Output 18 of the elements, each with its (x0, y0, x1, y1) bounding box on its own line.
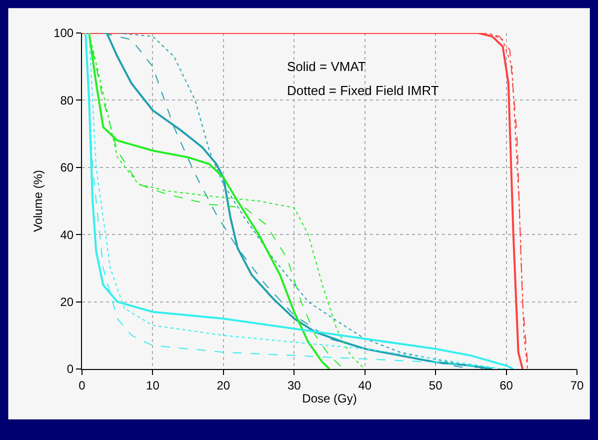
annotation: Solid = VMAT (287, 59, 366, 74)
x-tick-label: 30 (287, 378, 302, 392)
x-tick-label: 70 (570, 378, 584, 392)
x-tick-label: 60 (500, 378, 514, 392)
x-tick-label: 20 (216, 378, 230, 392)
y-tick-label: 0 (66, 362, 74, 376)
y-tick-label: 80 (60, 93, 74, 108)
x-tick-label: 10 (146, 378, 160, 392)
x-tick-label: 0 (78, 378, 86, 392)
x-axis-title: Dose (Gy) (302, 391, 357, 406)
y-axis-title: Volume (%) (30, 170, 45, 232)
y-tick-label: 20 (60, 295, 74, 309)
y-tick-label: 40 (60, 228, 74, 242)
annotation: Dotted = Fixed Field IMRT (287, 83, 439, 98)
x-tick-label: 50 (428, 378, 443, 392)
y-tick-label: 100 (54, 26, 74, 40)
y-tick-label: 60 (60, 160, 74, 175)
x-tick-label: 40 (358, 378, 372, 392)
